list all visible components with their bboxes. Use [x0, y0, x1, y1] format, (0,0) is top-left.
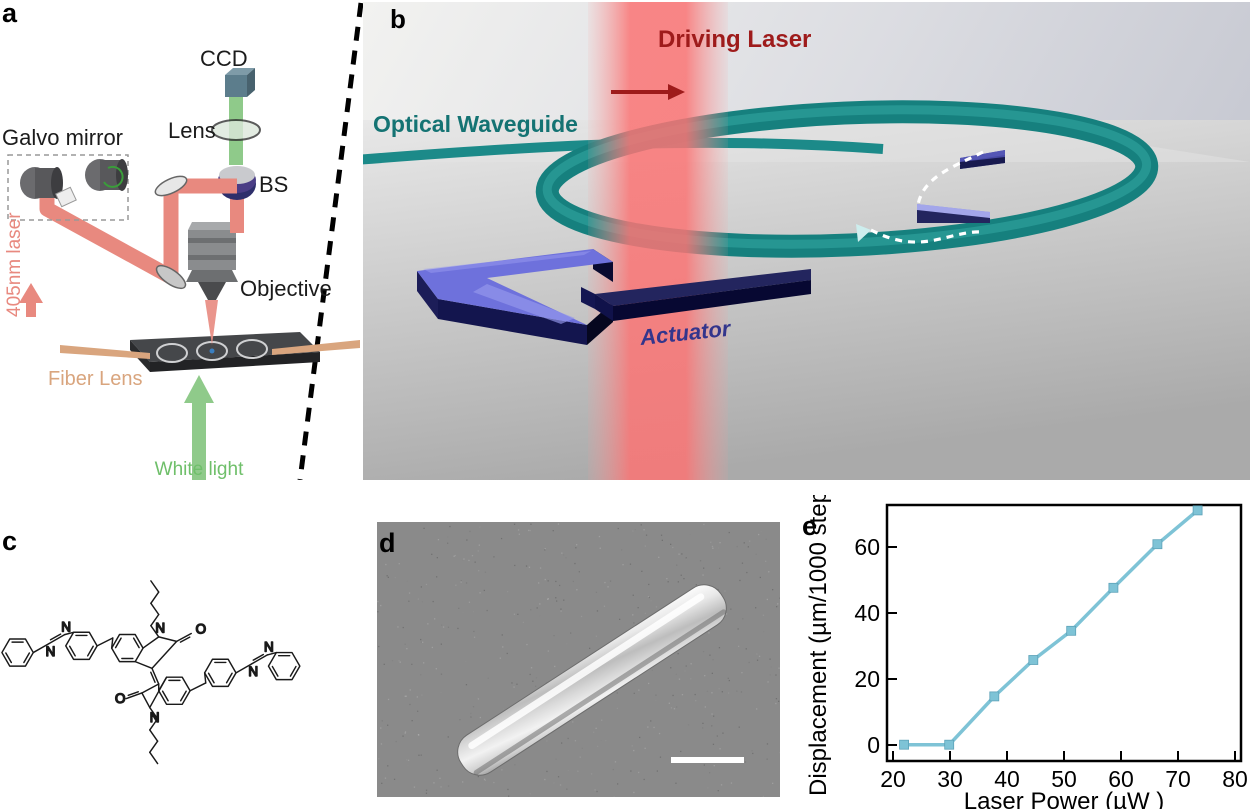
svg-text:Driving Laser: Driving Laser — [658, 26, 811, 53]
svg-text:Objective: Objective — [240, 276, 332, 301]
svg-text:30: 30 — [937, 766, 963, 792]
svg-text:N: N — [46, 644, 56, 659]
svg-text:70: 70 — [1165, 766, 1191, 792]
svg-text:Optical Waveguide: Optical Waveguide — [373, 111, 578, 137]
svg-text:a: a — [2, 0, 18, 28]
svg-text:N: N — [61, 619, 71, 634]
svg-text:40: 40 — [854, 600, 880, 626]
svg-text:Fiber Lens: Fiber Lens — [48, 368, 143, 390]
svg-text:d: d — [379, 528, 396, 558]
svg-text:N: N — [248, 664, 258, 679]
svg-text:O: O — [115, 691, 125, 706]
svg-text:Galvo mirror: Galvo mirror — [2, 125, 123, 150]
svg-text:Laser Power (µW ): Laser Power (µW ) — [964, 788, 1165, 809]
svg-text:405nm laser: 405nm laser — [4, 212, 25, 317]
svg-text:20: 20 — [880, 766, 906, 792]
svg-text:c: c — [2, 528, 17, 556]
svg-text:O: O — [196, 622, 206, 637]
svg-text:80: 80 — [1222, 766, 1248, 792]
svg-text:N: N — [264, 640, 274, 655]
svg-text:White light: White light — [155, 459, 244, 480]
svg-text:BS: BS — [259, 172, 288, 197]
svg-text:Lens: Lens — [168, 118, 216, 143]
svg-text:Displacement (µm/1000 steps): Displacement (µm/1000 steps) — [805, 495, 832, 796]
svg-text:60: 60 — [854, 534, 880, 560]
svg-text:0: 0 — [867, 732, 880, 758]
svg-text:20: 20 — [854, 666, 880, 692]
svg-text:CCD: CCD — [200, 46, 248, 71]
